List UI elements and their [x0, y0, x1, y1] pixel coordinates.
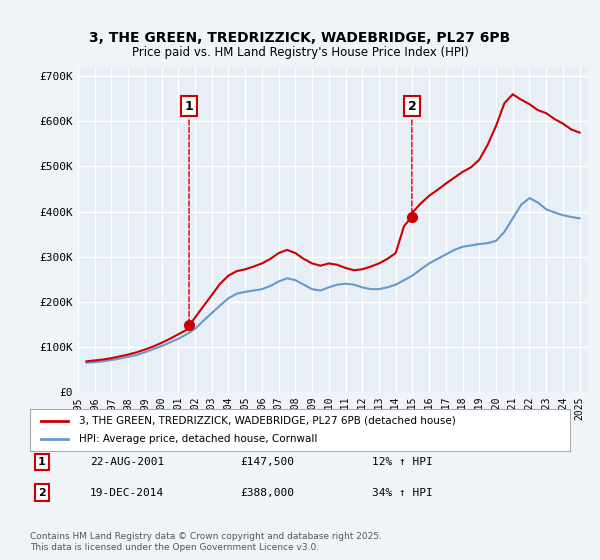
Text: 19-DEC-2014: 19-DEC-2014 — [90, 488, 164, 498]
Text: 3, THE GREEN, TREDRIZZICK, WADEBRIDGE, PL27 6PB: 3, THE GREEN, TREDRIZZICK, WADEBRIDGE, P… — [89, 31, 511, 45]
Text: £388,000: £388,000 — [240, 488, 294, 498]
Text: 2: 2 — [38, 488, 46, 498]
Text: HPI: Average price, detached house, Cornwall: HPI: Average price, detached house, Corn… — [79, 434, 317, 444]
Text: 2: 2 — [407, 100, 416, 214]
Text: Contains HM Land Registry data © Crown copyright and database right 2025.
This d: Contains HM Land Registry data © Crown c… — [30, 532, 382, 552]
Text: 1: 1 — [185, 100, 193, 323]
Text: £147,500: £147,500 — [240, 457, 294, 467]
Text: 3, THE GREEN, TREDRIZZICK, WADEBRIDGE, PL27 6PB (detached house): 3, THE GREEN, TREDRIZZICK, WADEBRIDGE, P… — [79, 416, 455, 426]
Text: 34% ↑ HPI: 34% ↑ HPI — [372, 488, 433, 498]
Text: 22-AUG-2001: 22-AUG-2001 — [90, 457, 164, 467]
Text: 12% ↑ HPI: 12% ↑ HPI — [372, 457, 433, 467]
Text: Price paid vs. HM Land Registry's House Price Index (HPI): Price paid vs. HM Land Registry's House … — [131, 46, 469, 59]
Text: 1: 1 — [38, 457, 46, 467]
